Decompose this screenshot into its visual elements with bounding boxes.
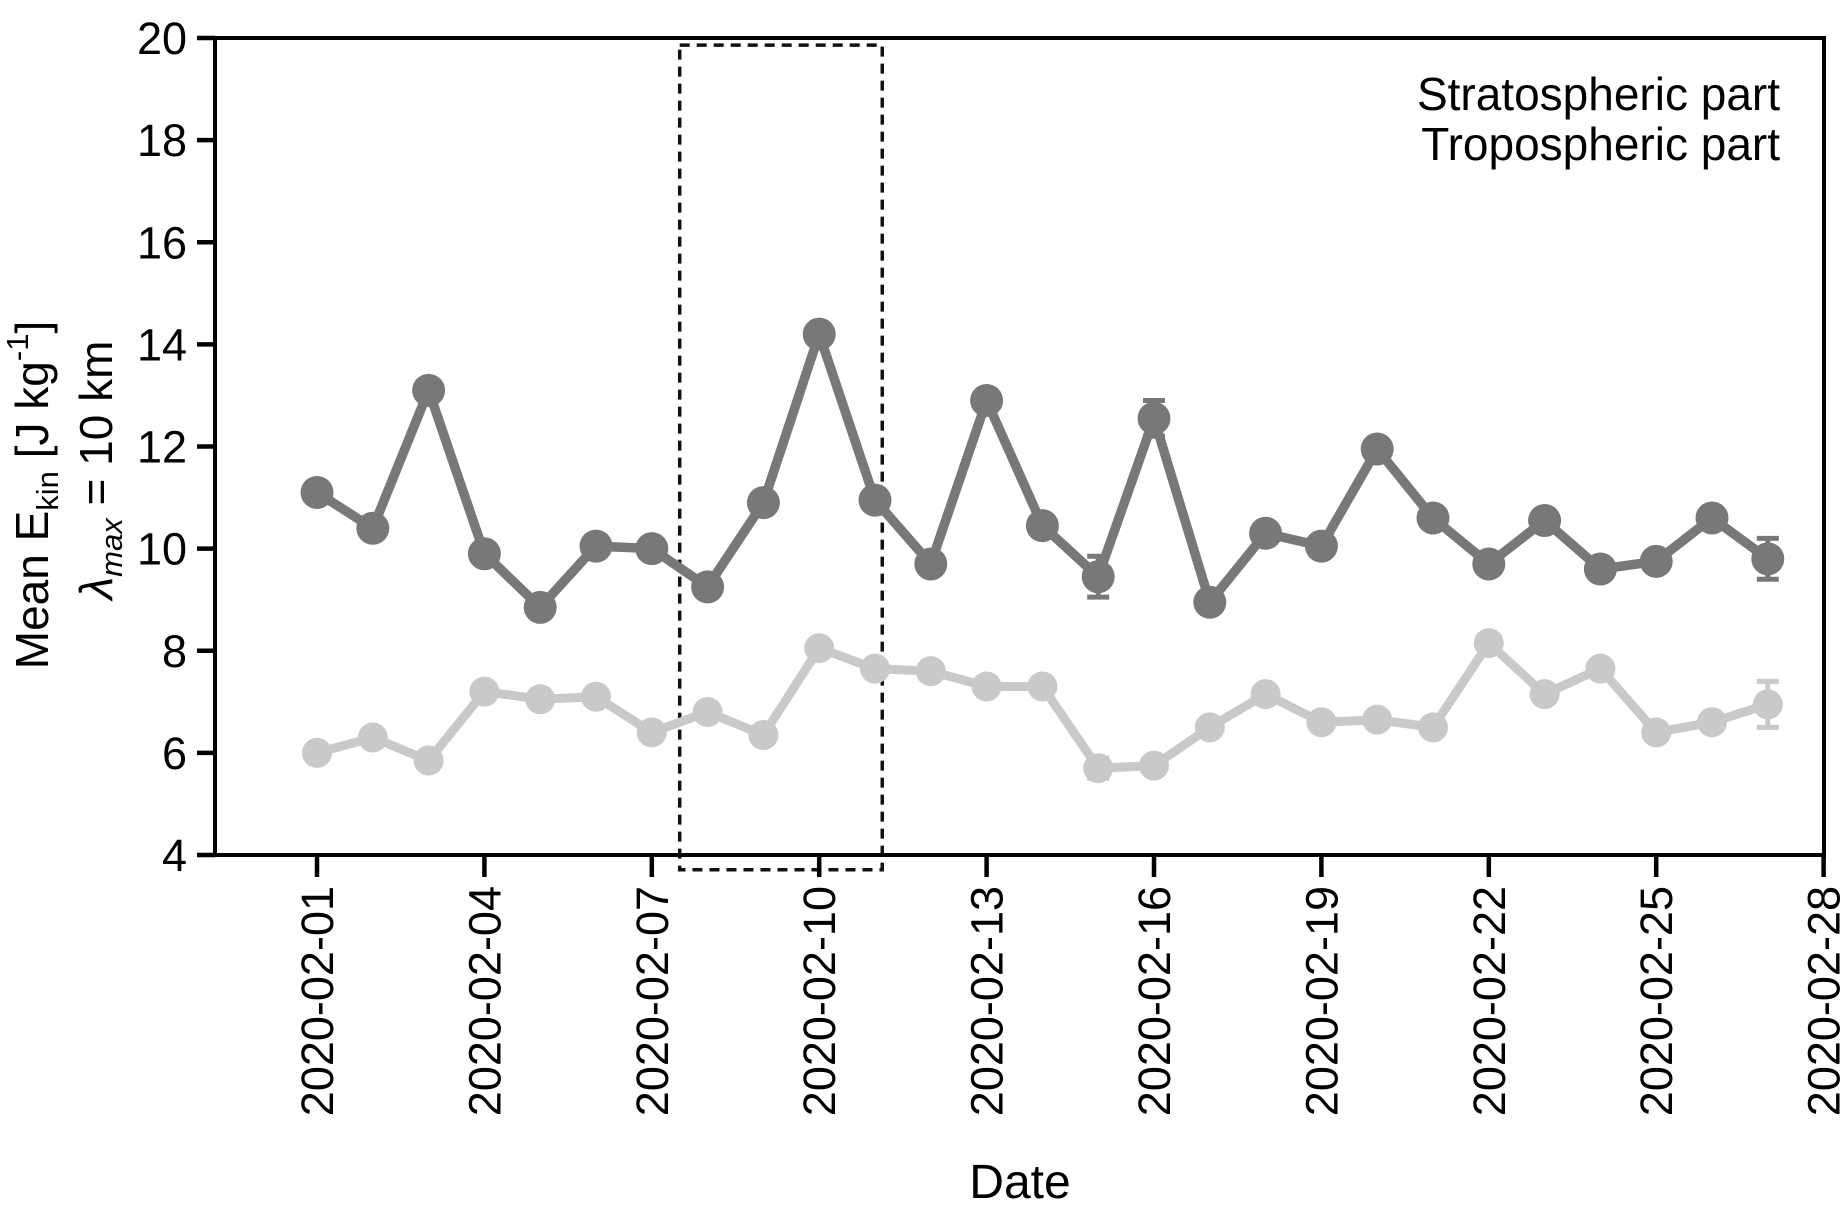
y-axis-title: Mean Ekin [J kg-1]λmax = 10 km xyxy=(0,321,129,669)
stratospheric-data-point xyxy=(579,529,613,563)
tropospheric-data-point xyxy=(636,717,667,748)
tropospheric-data-point xyxy=(1473,628,1504,659)
tropospheric-data-point xyxy=(1752,689,1783,720)
tropospheric-data-point xyxy=(1362,704,1393,735)
tropospheric-series xyxy=(302,628,1783,784)
tropospheric-data-point xyxy=(1306,707,1337,738)
x-tick-label: 2020-02-16 xyxy=(1129,886,1180,1116)
x-axis-title: Date xyxy=(969,1156,1070,1209)
series-group xyxy=(300,317,1785,784)
tropospheric-data-point xyxy=(525,684,556,715)
stratospheric-data-point xyxy=(635,532,669,566)
tropospheric-data-point xyxy=(1083,753,1114,784)
stratospheric-data-point xyxy=(1360,432,1394,466)
stratospheric-data-point xyxy=(412,373,446,407)
stratospheric-data-point xyxy=(1695,501,1729,535)
x-tick-label: 2020-02-13 xyxy=(962,886,1013,1116)
y-tick-label: 18 xyxy=(137,115,187,166)
x-tick-label: 2020-02-28 xyxy=(1799,886,1848,1116)
tropospheric-data-point xyxy=(1697,707,1727,738)
highlight-box xyxy=(677,43,885,872)
x-tick-label: 2020-02-07 xyxy=(627,886,678,1116)
y-tick-label: 6 xyxy=(162,728,187,779)
legend-tropospheric-label: Tropospheric part xyxy=(1421,118,1780,170)
stratospheric-series xyxy=(300,317,1785,624)
tropospheric-data-point xyxy=(860,653,890,684)
stratospheric-data-point xyxy=(746,486,780,520)
stratospheric-data-point xyxy=(914,547,948,581)
x-tick-label: 2020-02-04 xyxy=(459,886,510,1116)
x-tick-label: 2020-02-25 xyxy=(1631,886,1682,1116)
stratospheric-data-point xyxy=(802,317,836,351)
stratospheric-data-point xyxy=(1472,547,1506,581)
y-tick-label: 12 xyxy=(137,422,187,473)
y-tick-label: 4 xyxy=(162,830,187,881)
tropospheric-data-point xyxy=(1529,679,1560,710)
tropospheric-data-point xyxy=(1027,671,1058,702)
ticks-group: 4 6 8 10 12 14 16 18 20 2020-02-01 2020-02-04 2020-… xyxy=(137,13,1848,1116)
stratospheric-data-point xyxy=(1416,501,1450,535)
stratospheric-data-point xyxy=(1528,504,1562,538)
tropospheric-data-point xyxy=(581,681,611,712)
y-axis-title-line1: Mean Ekin [J kg-1] xyxy=(0,321,65,669)
tropospheric-data-point xyxy=(692,697,723,728)
y-tick-label: 14 xyxy=(137,319,187,370)
tropospheric-data-point xyxy=(1418,712,1448,743)
tropospheric-data-point xyxy=(357,722,388,753)
x-tick-label: 2020-02-10 xyxy=(794,886,845,1116)
stratospheric-data-point xyxy=(467,537,501,571)
stratospheric-line xyxy=(312,329,1773,613)
stratospheric-data-point xyxy=(523,590,557,624)
tropospheric-data-point xyxy=(971,671,1002,702)
tropospheric-data-point xyxy=(1641,717,1672,748)
stratospheric-data-point xyxy=(1193,585,1227,619)
y-tick-label: 10 xyxy=(137,524,187,575)
tropospheric-data-point xyxy=(915,656,946,687)
stratospheric-data-point xyxy=(691,570,725,604)
stratospheric-data-point xyxy=(1025,509,1059,543)
stratospheric-data-point xyxy=(970,384,1004,418)
stratospheric-data-point xyxy=(300,475,334,509)
stratospheric-data-point xyxy=(1249,516,1283,550)
stratospheric-data-point xyxy=(1751,542,1785,576)
x-tick-label: 2020-02-22 xyxy=(1464,886,1515,1116)
stratospheric-data-point xyxy=(1639,544,1673,578)
tropospheric-data-point xyxy=(1585,653,1616,684)
y-axis-title-line2: λmax = 10 km xyxy=(70,341,129,603)
tropospheric-data-point xyxy=(1250,679,1281,710)
stratospheric-data-point xyxy=(1137,401,1171,435)
tropospheric-data-point xyxy=(302,737,332,768)
tropospheric-data-point xyxy=(1194,712,1225,743)
x-tick-label: 2020-02-01 xyxy=(292,886,343,1116)
highlight-box-group xyxy=(677,43,885,872)
y-tick-label: 16 xyxy=(137,217,187,268)
tropospheric-data-point xyxy=(469,676,500,707)
tropospheric-data-point xyxy=(1139,750,1169,781)
y-tick-label: 8 xyxy=(162,626,187,677)
stratospheric-data-point xyxy=(1081,560,1115,594)
tropospheric-data-point xyxy=(748,720,779,751)
x-tick-label: 2020-02-19 xyxy=(1296,886,1347,1116)
legend-stratospheric-label: Stratospheric part xyxy=(1417,68,1780,120)
stratospheric-data-point xyxy=(356,511,390,545)
tropospheric-data-point xyxy=(804,633,835,664)
tropospheric-data-point xyxy=(413,745,444,776)
stratospheric-data-point xyxy=(1583,552,1617,586)
stratospheric-data-point xyxy=(858,483,892,517)
y-tick-label: 20 xyxy=(137,13,187,64)
stratospheric-data-point xyxy=(1304,529,1338,563)
